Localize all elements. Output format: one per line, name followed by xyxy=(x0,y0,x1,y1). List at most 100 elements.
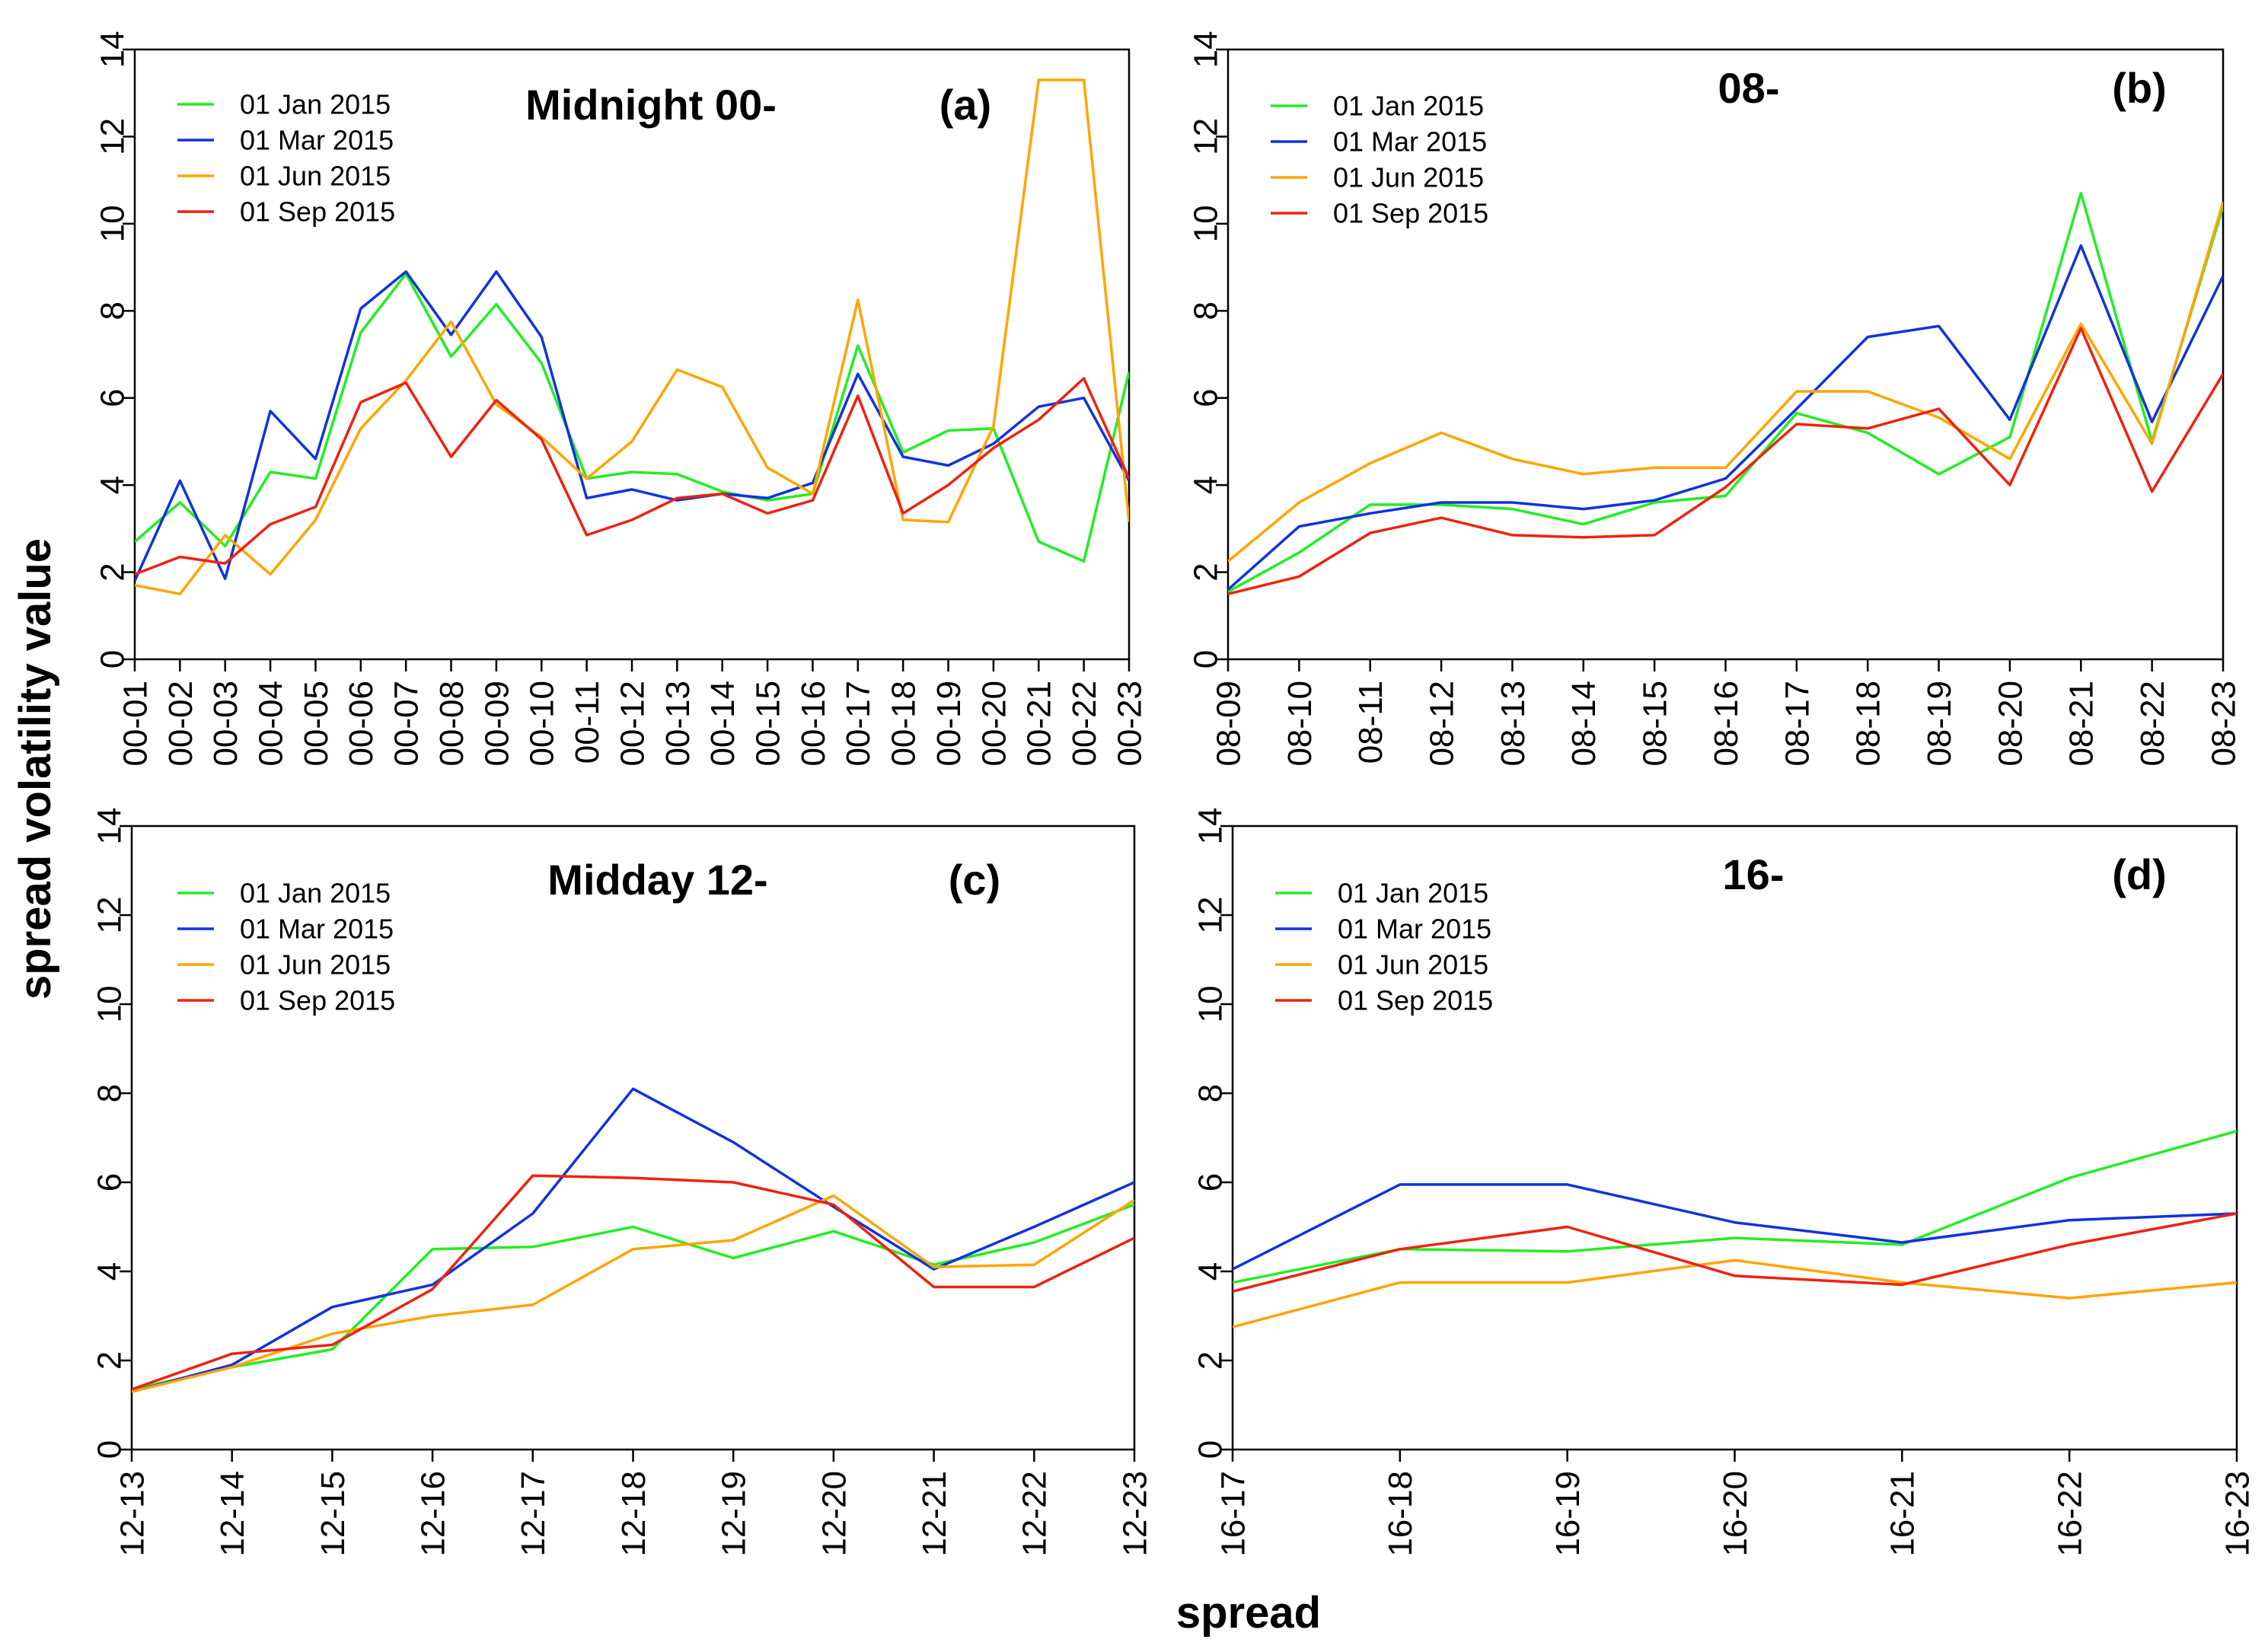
x-tick-label-c-2: 12-15 xyxy=(314,1471,352,1557)
legend-d: 01 Jan 2015 01 Mar 2015 01 Jun 2015 01 Sep … xyxy=(1275,878,1493,1016)
series-line-b-1 xyxy=(1228,192,2223,593)
y-tick-label-b-8: 8 xyxy=(1187,301,1224,320)
series-line-b-2 xyxy=(1228,244,2223,591)
x-tick-label-d-5: 16-22 xyxy=(2052,1471,2089,1557)
panel-b: 0 2 4 6 8 10 12 14 08-09 08-10 08-11 08-12 08-13 08-1… xyxy=(1187,31,2242,767)
panel-title-a: Midnight 00- xyxy=(525,81,777,129)
series-line-b-4 xyxy=(1228,327,2223,595)
x-tick-label-d-1: 16-18 xyxy=(1382,1471,1419,1557)
x-tick-label-b-14: 08-23 xyxy=(2205,681,2242,767)
series-line-d-3 xyxy=(1233,1258,2237,1328)
y-tick-label-d-14: 14 xyxy=(1191,808,1229,845)
x-tick-label-a-0: 00-01 xyxy=(116,681,154,767)
y-tick-label-a-6: 6 xyxy=(94,388,131,407)
x-tick-label-a-20: 00-21 xyxy=(1021,681,1058,767)
x-tick-label-b-4: 08-13 xyxy=(1494,681,1532,767)
panel-title-c: Midday 12- xyxy=(547,856,767,904)
panel-tag-c: (c) xyxy=(949,856,1000,904)
y-tick-label-d-10: 10 xyxy=(1191,986,1229,1023)
x-tick-label-a-18: 00-19 xyxy=(930,681,968,767)
x-tick-label-a-12: 00-13 xyxy=(659,681,697,767)
y-tick-label-a-10: 10 xyxy=(94,205,131,242)
x-tick-label-a-10: 00-11 xyxy=(569,681,606,764)
y-tick-label-d-4: 4 xyxy=(1191,1262,1229,1281)
y-tick-label-c-10: 10 xyxy=(91,986,128,1023)
x-tick-label-a-16: 00-17 xyxy=(840,681,877,767)
x-tick-label-c-8: 12-21 xyxy=(916,1471,953,1557)
legend-label-c-2: 01 Mar 2015 xyxy=(240,914,394,945)
y-tick-label-a-12: 12 xyxy=(94,118,131,155)
x-tick-label-b-7: 08-16 xyxy=(1708,681,1745,767)
legend-label-d-2: 01 Mar 2015 xyxy=(1338,914,1491,945)
legend-label-c-3: 01 Jun 2015 xyxy=(240,949,391,981)
x-tick-label-a-13: 00-14 xyxy=(704,681,742,767)
x-tick-label-c-3: 12-16 xyxy=(415,1471,452,1557)
x-tick-label-a-11: 00-12 xyxy=(614,681,651,767)
y-tick-label-c-0: 0 xyxy=(91,1440,128,1459)
y-tick-label-a-8: 8 xyxy=(94,301,131,320)
y-tick-label-d-8: 8 xyxy=(1191,1084,1229,1102)
x-tick-label-b-8: 08-17 xyxy=(1778,681,1816,767)
panel-tag-a: (a) xyxy=(939,81,991,129)
y-tick-label-a-0: 0 xyxy=(94,650,131,668)
x-tick-label-a-15: 00-16 xyxy=(795,681,832,767)
x-axis-title: spread xyxy=(1176,1588,1321,1638)
x-tick-label-a-6: 00-07 xyxy=(388,681,426,767)
y-tick-label-b-0: 0 xyxy=(1187,650,1224,668)
legend-label-c-4: 01 Sep 2015 xyxy=(240,985,395,1016)
x-tick-label-c-1: 12-14 xyxy=(214,1471,251,1557)
x-tick-label-b-9: 08-18 xyxy=(1850,681,1887,767)
x-tick-label-c-0: 12-13 xyxy=(113,1471,151,1557)
x-tick-label-c-4: 12-17 xyxy=(515,1471,552,1557)
series-line-a-4 xyxy=(135,377,1129,576)
x-tick-label-a-2: 00-03 xyxy=(207,681,244,767)
x-tick-label-d-4: 16-21 xyxy=(1884,1471,1922,1557)
x-tick-label-b-0: 08-09 xyxy=(1210,681,1247,767)
y-axis-title: spread volatility value xyxy=(11,538,60,1000)
y-tick-label-c-12: 12 xyxy=(91,897,128,934)
x-tick-label-c-6: 12-19 xyxy=(716,1471,753,1557)
x-tick-label-c-5: 12-18 xyxy=(615,1471,652,1557)
legend-label-c-1: 01 Jan 2015 xyxy=(240,878,391,909)
panel-title-d: 16- xyxy=(1723,850,1785,898)
x-tick-label-b-3: 08-12 xyxy=(1423,681,1460,767)
x-tick-label-a-22: 00-23 xyxy=(1111,681,1148,767)
series-line-a-3 xyxy=(135,78,1129,595)
y-tick-label-d-0: 0 xyxy=(1191,1440,1229,1459)
y-tick-label-a-14: 14 xyxy=(94,31,131,69)
legend-label-d-4: 01 Sep 2015 xyxy=(1338,985,1493,1016)
y-tick-label-d-6: 6 xyxy=(1191,1173,1229,1191)
y-tick-label-a-2: 2 xyxy=(94,563,131,581)
x-tick-label-b-12: 08-21 xyxy=(2063,681,2101,767)
x-tick-label-c-7: 12-20 xyxy=(815,1471,853,1557)
y-tick-label-b-12: 12 xyxy=(1187,118,1224,155)
legend-label-b-1: 01 Jan 2015 xyxy=(1333,91,1484,122)
x-tick-label-d-0: 16-17 xyxy=(1214,1471,1252,1557)
x-tick-label-b-10: 08-19 xyxy=(1921,681,1958,767)
x-tick-label-b-5: 08-14 xyxy=(1565,681,1603,767)
y-tick-label-b-2: 2 xyxy=(1187,563,1224,581)
series-line-a-1 xyxy=(135,272,1129,563)
x-tick-label-a-9: 00-10 xyxy=(524,681,561,767)
series-line-d-4 xyxy=(1233,1212,2237,1293)
y-tick-label-c-8: 8 xyxy=(91,1084,128,1102)
x-tick-label-a-19: 00-20 xyxy=(975,681,1013,767)
y-tick-label-b-14: 14 xyxy=(1187,31,1224,69)
x-tick-label-b-11: 08-20 xyxy=(1992,681,2029,767)
panel-tag-d: (d) xyxy=(2112,850,2167,898)
y-tick-label-a-4: 4 xyxy=(94,476,131,494)
legend-label-a-2: 01 Mar 2015 xyxy=(240,125,394,156)
legend-label-b-3: 01 Jun 2015 xyxy=(1333,162,1484,193)
legend-b: 01 Jan 2015 01 Mar 2015 01 Jun 2015 01 Sep … xyxy=(1271,91,1488,229)
legend-label-b-2: 01 Mar 2015 xyxy=(1333,126,1487,158)
x-tick-label-d-2: 16-19 xyxy=(1549,1471,1587,1557)
legend-label-a-3: 01 Jun 2015 xyxy=(240,161,391,192)
legend-a: 01 Jan 2015 01 Mar 2015 01 Jun 2015 01 Sep … xyxy=(177,89,395,228)
y-tick-label-b-10: 10 xyxy=(1187,205,1224,242)
x-tick-label-b-2: 08-11 xyxy=(1352,681,1389,764)
y-tick-label-d-12: 12 xyxy=(1191,897,1229,934)
legend-label-d-1: 01 Jan 2015 xyxy=(1338,878,1488,909)
